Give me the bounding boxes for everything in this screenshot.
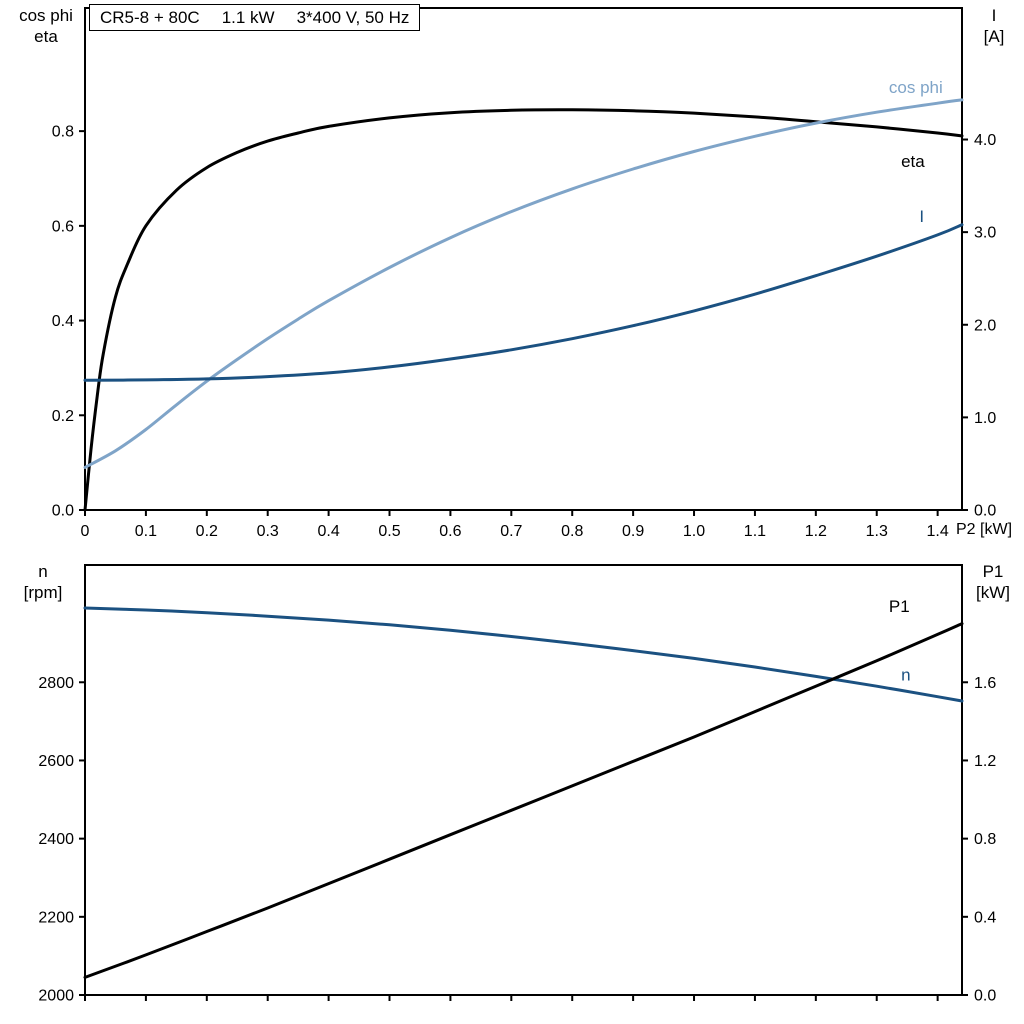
x-tick-label: 0.8 [561,523,583,540]
curve-label-p1: P1 [889,597,910,616]
top-chart-right-axis-title: I [A] [966,5,1022,47]
x-tick-label: 1.4 [927,523,949,540]
curve-eta [83,108,964,512]
x-tick-label: 0.3 [257,523,279,540]
left-tick-label: 2600 [38,753,74,770]
x-tick-label: 0.1 [135,523,157,540]
x-tick-label: 1.3 [866,523,888,540]
p2-axis-label: P2 [kW] [956,521,1013,538]
motor-efficiency-current-chart: 0 0.1 0.2 0.3 0.4 0.5 0.6 0.7 0.8 0.9 1.0 1.1 1.2 1.3… [52,7,996,540]
left-tick-label: 2000 [38,988,74,1005]
chart-title-box: CR5-8 + 80C 1.1 kW 3*400 V, 50 Hz [89,4,421,31]
right-tick-label: 1.2 [974,753,996,770]
ampere-unit-label: [A] [983,27,1005,46]
speed-input-power-chart: 2000 2200 2400 2600 2800 0.0 0.4 0.8 1.2 1.6 n P1 [38,564,996,1005]
right-tick-label: 0.4 [974,909,996,926]
x-tick-label: 0.6 [439,523,461,540]
x-tick-label: 0 [81,523,90,540]
left-tick-label: 2200 [38,909,74,926]
right-tick-label: 2.0 [974,317,996,334]
plot-frame [84,564,963,996]
bottom-chart-left-axis-title: n [rpm] [6,561,80,603]
right-tick-label: 3.0 [974,225,996,242]
curve-p1 [83,622,964,979]
x-axis [84,995,939,1001]
left-tick-label: 0.6 [52,218,74,235]
x-tick-label: 0.5 [378,523,400,540]
left-tick-label: 2400 [38,831,74,848]
x-tick-label: 1.2 [805,523,827,540]
left-tick-label: 0.4 [52,313,74,330]
plot-frame [84,7,963,511]
cos-phi-axis-label: cos phi [19,6,73,25]
bottom-chart-right-axis-title: P1 [kW] [964,561,1022,603]
p1-axis-label: P1 [982,562,1004,581]
supply-voltage-label: 3*400 V, 50 Hz [296,7,410,27]
curve-label-cos-phi: cos phi [889,78,943,97]
left-tick-label: 0.2 [52,408,74,425]
eta-axis-label: eta [34,27,58,46]
top-chart-left-axis-title: cos phi eta [8,5,84,47]
curve-cos-phi [83,98,964,469]
left-tick-label: 2800 [38,675,74,692]
curve-speed [83,606,964,703]
right-tick-label: 1.6 [974,675,996,692]
right-tick-label: 0.0 [974,988,996,1005]
curve-label-eta: eta [901,152,925,171]
left-tick-label: 0.8 [52,124,74,141]
curve-label-current: I [919,207,924,226]
left-tick-label: 0.0 [52,503,74,520]
right-tick-label: 4.0 [974,132,996,149]
x-tick-label: 0.2 [196,523,218,540]
x-tick-label: 0.4 [317,523,339,540]
speed-axis-label: n [38,562,48,581]
kw-unit-label: [kW] [976,583,1010,602]
current-axis-label: I [991,6,997,25]
pump-model-label: CR5-8 + 80C [100,7,200,27]
right-axis: 0.0 1.0 2.0 3.0 4.0 [962,132,996,520]
x-tick-label: 1.1 [744,523,766,540]
curve-current [83,223,964,382]
right-tick-label: 0.8 [974,831,996,848]
motor-power-label: 1.1 kW [221,7,275,27]
right-axis: 0.0 0.4 0.8 1.2 1.6 [962,675,996,1005]
rpm-unit-label: [rpm] [23,583,63,602]
left-axis: 2000 2200 2400 2600 2800 [38,675,85,1005]
right-tick-label: 0.0 [974,503,996,520]
x-tick-label: 0.7 [500,523,522,540]
curve-label-speed: n [901,665,910,684]
x-axis: 0 0.1 0.2 0.3 0.4 0.5 0.6 0.7 0.8 0.9 1.0 1.1 1.2 1.3… [81,510,949,540]
left-axis: 0.0 0.2 0.4 0.6 0.8 [52,124,85,520]
x-tick-label: 1.0 [683,523,705,540]
x-tick-label: 0.9 [622,523,644,540]
right-tick-label: 1.0 [974,410,996,427]
